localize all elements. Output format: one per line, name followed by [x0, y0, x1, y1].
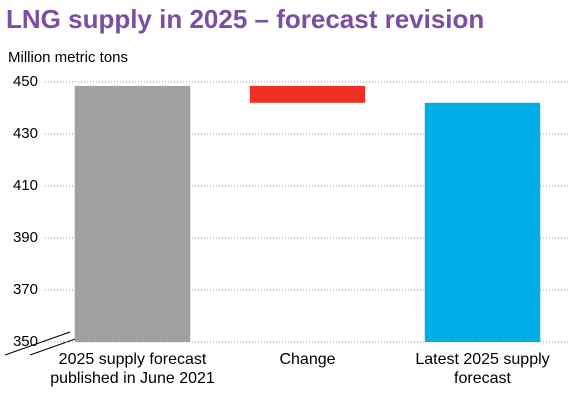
- y-tick-label: 390: [13, 229, 38, 246]
- x-tick-label: Latest 2025 supply forecast: [415, 351, 550, 387]
- y-tick-label: 450: [13, 73, 38, 90]
- y-tick-label: 430: [13, 125, 38, 142]
- bar: [424, 102, 541, 342]
- bar: [249, 85, 366, 103]
- y-tick-label: 350: [13, 333, 38, 350]
- chart-title: LNG supply in 2025 – forecast revision: [6, 4, 484, 34]
- y-tick-label: 410: [13, 177, 38, 194]
- bar: [74, 85, 191, 343]
- x-tick-label: Change: [279, 351, 336, 368]
- axis-break: [4, 331, 71, 356]
- x-tick-label: 2025 supply forecast published in June 2…: [50, 351, 215, 387]
- y-tick-label: 370: [13, 281, 38, 298]
- y-axis-label: Million metric tons: [8, 49, 128, 66]
